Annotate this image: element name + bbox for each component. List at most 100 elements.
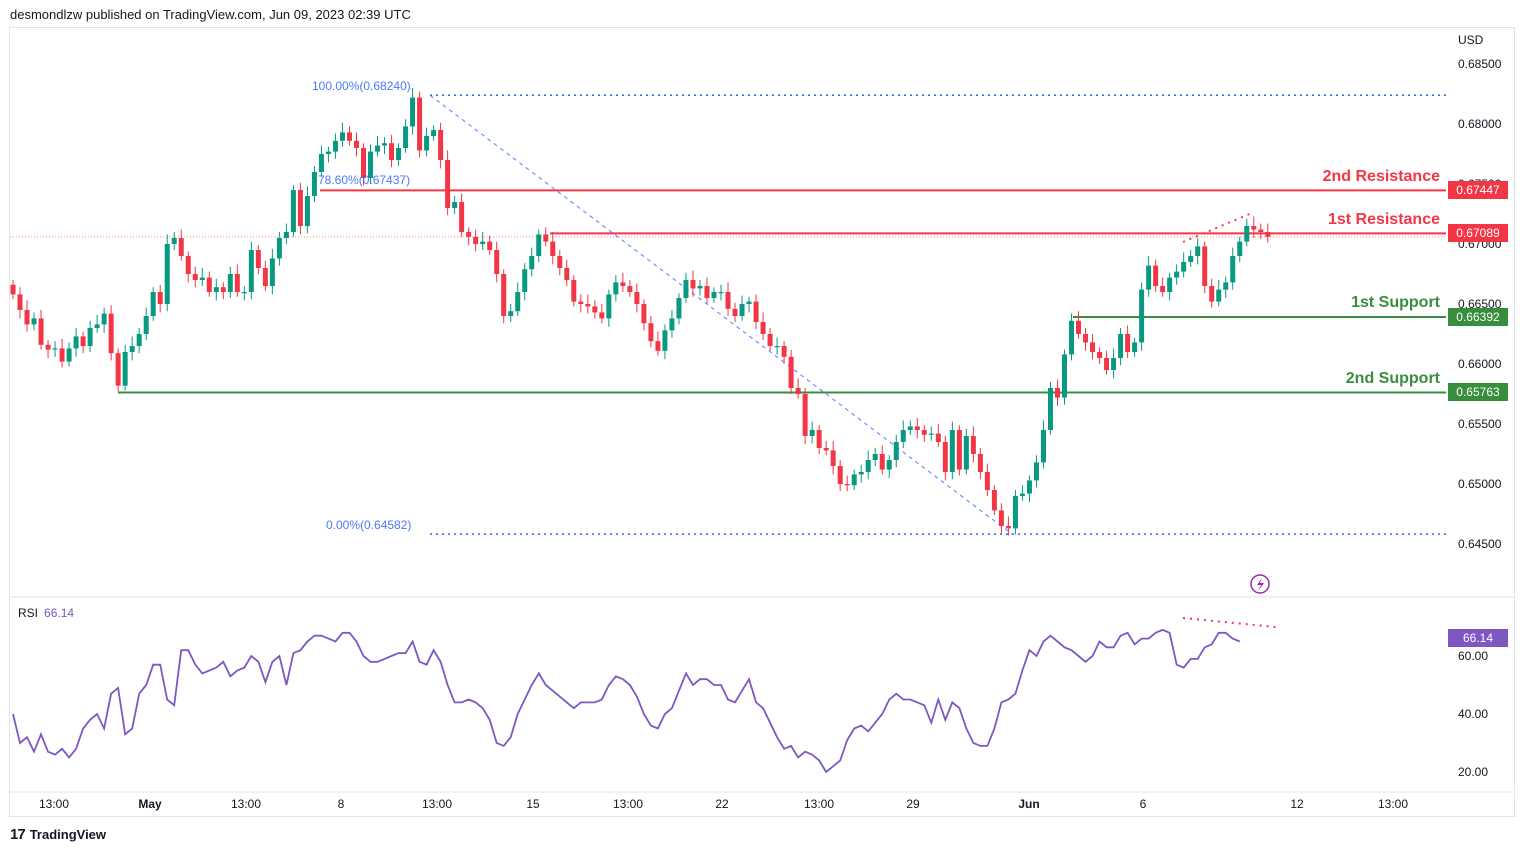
candle-body	[38, 318, 44, 345]
candle-body	[403, 126, 409, 148]
candle-body	[998, 510, 1004, 526]
second-support-label: 2nd Support	[1345, 370, 1440, 387]
candle-body	[494, 250, 500, 274]
candle-body	[641, 304, 647, 324]
candle-body	[417, 97, 423, 151]
price-axis-tick: 0.68500	[1458, 57, 1502, 71]
candle-body	[1097, 352, 1103, 358]
candle-body	[375, 145, 381, 152]
candle-body	[725, 292, 731, 309]
candle-body	[564, 268, 570, 280]
candle-body	[928, 433, 934, 435]
time-axis-tick: 29	[906, 797, 920, 811]
price-axis-tick: 0.64500	[1458, 537, 1502, 551]
candle-body	[473, 236, 479, 244]
candle-body	[1202, 246, 1208, 286]
candle-body	[1230, 256, 1236, 283]
candle-body	[227, 274, 233, 292]
candle-body	[410, 97, 416, 127]
candle-body	[571, 280, 577, 302]
time-axis-tick: 13:00	[613, 797, 643, 811]
candle-body	[1012, 496, 1018, 529]
candle-body	[753, 301, 759, 322]
candle-body	[368, 151, 374, 178]
candle-body	[1090, 342, 1096, 352]
candle-body	[851, 474, 857, 486]
time-axis-tick: 13:00	[804, 797, 834, 811]
candle-body	[129, 346, 135, 352]
candle-body	[1160, 286, 1166, 292]
candle-body	[1047, 388, 1053, 430]
candle-body	[220, 287, 226, 292]
candle-body	[676, 298, 682, 319]
candle-body	[108, 313, 114, 354]
candle-body	[823, 448, 829, 451]
candle-body	[480, 241, 486, 244]
candle-body	[255, 250, 261, 268]
candle-body	[101, 313, 107, 325]
candle-body	[858, 472, 864, 475]
candle-body	[1167, 277, 1173, 292]
first-support-price-tag: 0.66392	[1448, 308, 1508, 326]
rsi-axis-tick: 40.00	[1458, 707, 1488, 721]
candle-body	[382, 143, 388, 146]
candle-body	[809, 430, 815, 436]
candle-body	[886, 460, 892, 470]
candle-body	[304, 196, 310, 226]
candle-body	[991, 490, 997, 511]
candle-body	[1118, 334, 1124, 358]
second-resistance-label: 2nd Resistance	[1322, 168, 1440, 185]
candle-body	[1244, 226, 1250, 242]
candle-body	[956, 430, 962, 470]
chart-frame	[9, 27, 1515, 817]
rsi-axis-tick: 20.00	[1458, 765, 1488, 779]
candle-body	[865, 460, 871, 472]
candle-body	[1146, 265, 1152, 290]
rsi-legend-value: 66.14	[44, 606, 75, 620]
candle-body	[977, 454, 983, 472]
publisher-header: desmondlzw published on TradingView.com,…	[10, 7, 411, 22]
candle-body	[171, 238, 177, 244]
candle-body	[487, 241, 493, 250]
candle-body	[508, 311, 514, 316]
candle-body	[445, 160, 451, 208]
candle-body	[10, 284, 16, 295]
candle-body	[241, 292, 247, 294]
candle-body	[1062, 354, 1067, 398]
candle-body	[501, 274, 507, 316]
candle-body	[1083, 334, 1089, 343]
rsi-value-tag: 66.14	[1448, 629, 1508, 647]
candle-body	[592, 306, 598, 313]
candle-body	[585, 304, 591, 307]
candle-body	[669, 318, 675, 331]
rsi-axis-tick: 60.00	[1458, 649, 1488, 663]
candle-body	[529, 256, 535, 270]
candle-body	[396, 148, 402, 160]
price-axis-tick: 0.65500	[1458, 417, 1502, 431]
candle-body	[297, 190, 303, 226]
candle-body	[872, 454, 878, 460]
candle-body	[136, 334, 142, 346]
candle-body	[66, 348, 72, 362]
candle-body	[515, 292, 521, 312]
candle-body	[599, 312, 605, 319]
candle-body	[1223, 282, 1229, 290]
footer: 17 TradingView	[10, 826, 106, 843]
candle-body	[24, 310, 30, 325]
candle-body	[213, 287, 219, 292]
time-axis-tick: Jun	[1018, 797, 1039, 811]
candle-body	[949, 430, 955, 472]
candle-body	[1195, 246, 1201, 256]
currency-label: USD	[1458, 33, 1484, 47]
price-axis-tick: 0.66500	[1458, 297, 1502, 311]
candle-body	[557, 256, 563, 268]
time-axis-tick: 6	[1140, 797, 1147, 811]
candle-body	[844, 484, 850, 486]
candle-body	[732, 308, 738, 316]
candle-body	[339, 132, 345, 141]
candle-body	[662, 330, 668, 351]
candle-body	[150, 292, 156, 316]
candle-body	[361, 148, 366, 178]
candle-body	[389, 143, 395, 160]
